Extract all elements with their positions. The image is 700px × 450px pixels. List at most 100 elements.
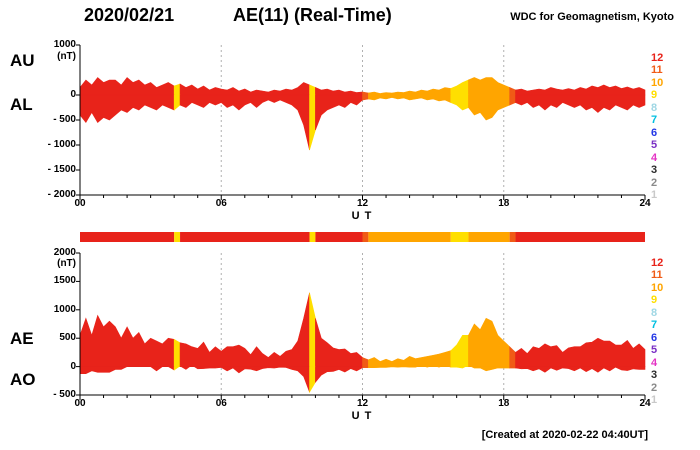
station-count-bar-segment	[468, 232, 510, 242]
area-fill-AO	[173, 365, 181, 371]
station-scale-8: 8	[651, 306, 658, 319]
station-scale-7: 7	[651, 319, 658, 332]
station-scale-10: 10	[651, 281, 664, 294]
area-fill-AO	[315, 366, 363, 384]
area-fill-AU	[509, 87, 516, 96]
y-tick-label: - 1000	[47, 139, 76, 150]
series-label-au: AU	[10, 51, 35, 70]
area-fill-AE	[362, 357, 369, 367]
x-axis-label-upper: U T	[351, 210, 373, 222]
y-tick-label: - 500	[53, 389, 76, 400]
station-count-bar-segment	[80, 232, 175, 242]
area-fill-AU	[362, 91, 369, 96]
area-fill-AU	[179, 82, 310, 96]
station-scale-7: 7	[651, 114, 658, 127]
station-scale-2: 2	[651, 176, 658, 189]
station-scale-9: 9	[651, 89, 658, 102]
y-tick-label: 0	[70, 89, 76, 100]
station-scale-12: 12	[651, 257, 664, 269]
area-fill-AU	[368, 87, 452, 96]
station-scale-4: 4	[651, 151, 658, 164]
station-scale-2: 2	[651, 381, 658, 394]
station-scale-11: 11	[651, 64, 663, 77]
station-count-bar-segment	[362, 232, 369, 242]
station-count-bar-segment	[515, 232, 645, 242]
area-fill-AL	[450, 94, 469, 111]
area-fill-AO	[179, 364, 310, 393]
x-tick-label: 24	[639, 398, 651, 409]
area-fill-AU	[450, 79, 469, 96]
area-fill-AE	[309, 292, 316, 367]
area-fill-AL	[309, 94, 316, 151]
area-fill-AL	[315, 94, 363, 131]
area-fill-AE	[468, 317, 510, 367]
area-fill-AL	[179, 94, 310, 151]
station-scale-3: 3	[651, 369, 658, 382]
station-count-bar-segment	[509, 232, 516, 242]
station-count-bar-segment	[450, 232, 469, 242]
area-fill-AE	[315, 318, 363, 367]
station-count-bar-segment	[368, 232, 451, 242]
y-tick-label: - 1500	[47, 164, 76, 175]
y-unit-label-upper: (nT)	[57, 51, 76, 62]
series-label-ao: AO	[10, 370, 36, 389]
station-scale-9: 9	[651, 294, 658, 307]
area-fill-AO	[368, 364, 452, 369]
area-fill-AE	[509, 346, 516, 367]
x-tick-label: 06	[215, 398, 227, 409]
area-fill-AL	[362, 94, 369, 101]
station-count-bar-segment	[309, 232, 316, 242]
area-fill-AO	[79, 366, 175, 374]
area-fill-AO	[309, 366, 316, 394]
x-tick-label: 24	[639, 198, 651, 209]
x-tick-label: 00	[74, 398, 86, 409]
station-scale-6: 6	[651, 331, 658, 344]
area-fill-AO	[362, 366, 369, 369]
station-scale-4: 4	[651, 356, 658, 369]
area-fill-AL	[368, 94, 452, 103]
area-fill-AO	[509, 366, 516, 369]
area-fill-AE	[79, 314, 175, 367]
station-scale-1: 1	[651, 188, 658, 201]
y-tick-label: 1500	[53, 275, 76, 287]
station-count-bar-segment	[180, 232, 310, 242]
station-scale-8: 8	[651, 101, 658, 114]
area-fill-AL	[173, 94, 181, 111]
y-tick-label: - 500	[53, 114, 76, 125]
station-scale-1: 1	[651, 393, 658, 406]
area-fill-AU	[315, 87, 363, 96]
area-fill-AE	[450, 335, 469, 367]
plot-title: AE(11) (Real-Time)	[233, 5, 392, 25]
y-tick-label: 1000	[53, 39, 76, 50]
y-tick-label: 1000	[53, 303, 76, 315]
y-tick-label: 2000	[53, 247, 76, 258]
area-fill-AL	[509, 94, 516, 106]
station-scale-10: 10	[651, 76, 664, 89]
area-fill-AE	[515, 337, 646, 367]
area-fill-AE	[368, 350, 452, 367]
station-scale-11: 11	[651, 269, 663, 282]
y-unit-label-lower: (nT)	[57, 258, 76, 269]
station-count-bar-segment	[174, 232, 181, 242]
x-tick-label: 00	[74, 198, 86, 209]
station-scale-5: 5	[651, 139, 658, 152]
x-tick-label: 12	[356, 398, 369, 409]
area-fill-AE	[179, 292, 310, 367]
x-tick-label: 12	[356, 198, 369, 209]
y-tick-label: 500	[59, 332, 76, 344]
area-fill-AU	[173, 83, 181, 96]
x-tick-label: 18	[498, 198, 510, 209]
x-tick-label: 06	[215, 198, 227, 209]
station-scale-6: 6	[651, 126, 658, 139]
area-fill-AL	[515, 94, 646, 113]
series-label-al: AL	[10, 95, 33, 114]
y-tick-label: - 2000	[47, 189, 76, 200]
y-tick-label: 0	[70, 360, 76, 372]
station-count-bar-segment	[315, 232, 363, 242]
area-fill-AL	[79, 94, 175, 124]
x-tick-label: 18	[498, 398, 510, 409]
area-fill-AU	[309, 84, 316, 96]
area-fill-AO	[515, 366, 646, 373]
